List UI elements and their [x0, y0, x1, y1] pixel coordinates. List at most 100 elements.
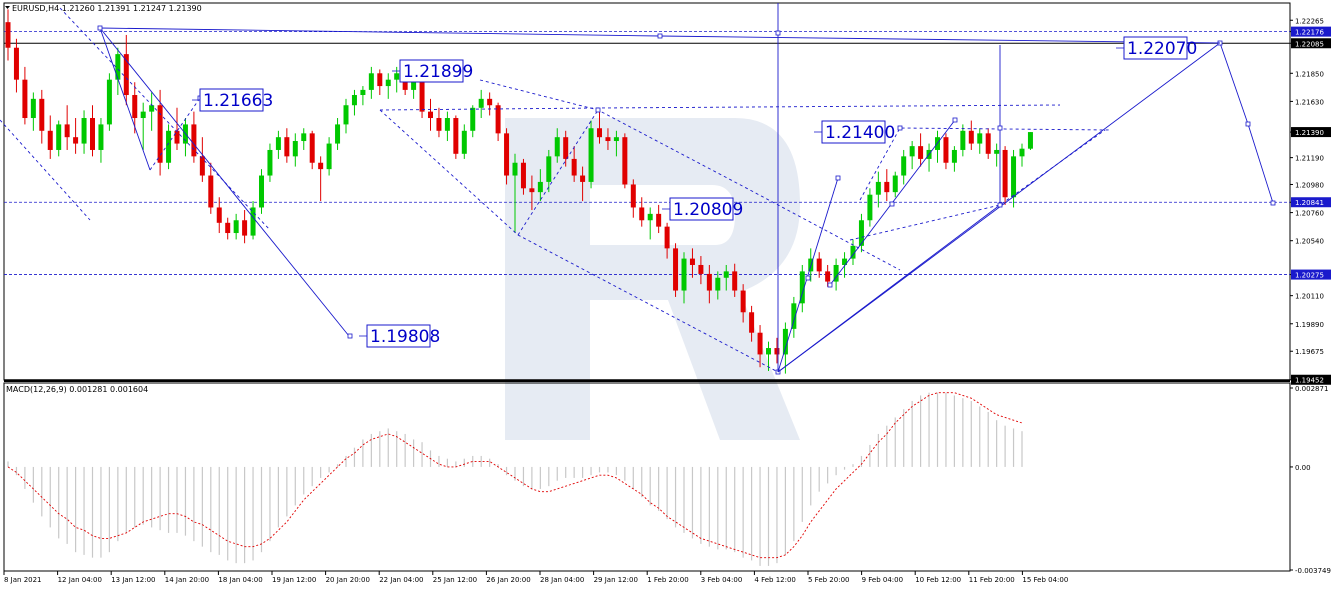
time-tick-label: 3 Feb 04:00: [701, 576, 742, 584]
price-tick-label: 1.20841: [1295, 199, 1324, 207]
candle-body: [537, 181, 543, 193]
impulse-line-1: [777, 177, 839, 373]
price-tick-box: [1291, 269, 1331, 280]
candle-body: [994, 149, 1000, 154]
time-tick-label: 11 Feb 20:00: [969, 576, 1015, 584]
candle-body: [5, 22, 11, 48]
pivot-node: [97, 25, 103, 31]
pivot-node: [827, 282, 833, 288]
candle-body: [799, 271, 805, 304]
candle-body: [723, 271, 729, 278]
candles-layer: [5, 9, 1033, 374]
candle-body: [706, 273, 712, 291]
candle-body: [833, 264, 839, 282]
candle-body: [191, 124, 197, 157]
price-tick-label: 1.20760: [1295, 210, 1324, 218]
candle-body: [884, 181, 890, 193]
candle-body: [664, 226, 670, 249]
target-label-box: [821, 120, 886, 144]
candle-body: [360, 89, 366, 96]
candle-body: [875, 181, 881, 195]
wedge-link: [517, 109, 599, 236]
forecast-node: [1270, 200, 1276, 206]
candle-body: [580, 175, 586, 182]
candle-body: [613, 137, 619, 142]
candle-body: [351, 95, 357, 106]
candle-body: [1027, 132, 1033, 149]
pivot-node: [775, 30, 781, 36]
wedge-upper: [479, 79, 901, 271]
candle-body: [816, 258, 822, 272]
candle-body: [98, 124, 104, 150]
candle-body: [461, 130, 467, 154]
candle-body: [554, 137, 560, 157]
price-tick-label: 1.21190: [1295, 155, 1324, 163]
time-tick-label: 8 Jan 2021: [4, 576, 42, 584]
candle-body: [842, 258, 848, 265]
candle-body: [216, 207, 222, 223]
candle-body: [233, 220, 239, 234]
candle-body: [732, 271, 738, 291]
candle-body: [123, 54, 129, 96]
candle-body: [520, 162, 526, 189]
pivot-node: [835, 175, 841, 181]
candle-body: [774, 348, 780, 355]
price-tick-label: 1.22176: [1295, 29, 1324, 37]
candle-body: [909, 146, 915, 157]
candle-body: [419, 82, 425, 112]
price-tick-box: [1291, 197, 1331, 208]
candle-body: [326, 143, 332, 170]
candle-body: [487, 98, 493, 106]
candle-body: [394, 73, 400, 80]
time-tick-label: 9 Feb 04:00: [862, 576, 903, 584]
candle-body: [39, 98, 45, 131]
time-tick-label: 12 Jan 04:00: [58, 576, 102, 584]
candle-body: [208, 175, 214, 208]
candle-body: [588, 128, 594, 182]
header-dropdown-icon[interactable]: [5, 6, 10, 9]
candle-body: [478, 98, 484, 108]
candle-body: [766, 348, 771, 355]
candle-body: [656, 213, 662, 227]
impulse-line-2: [777, 204, 1001, 373]
levels-layer: [4, 31, 1290, 381]
time-axis: 8 Jan 2021 12 Jan 04:00 13 Jan 12:00 14 Jan…: [3, 571, 1068, 584]
time-tick-label: 18 Jan 04:00: [218, 576, 262, 584]
price-tick-label: 1.20540: [1295, 238, 1324, 246]
time-tick-label: 10 Feb 12:00: [915, 576, 961, 584]
candle-body: [571, 158, 577, 176]
wave-line-b: [149, 97, 201, 171]
candle-body: [47, 130, 53, 150]
wave-line-a: [99, 27, 151, 171]
candle-body: [242, 220, 248, 236]
target-label-box: [199, 88, 264, 112]
time-tick-label: 14 Jan 20:00: [165, 576, 209, 584]
candle-body: [428, 111, 433, 119]
candle-body: [563, 137, 569, 159]
candle-body: [546, 156, 552, 182]
candle-body: [411, 82, 417, 90]
time-tick-label: 4 Feb 12:00: [754, 576, 795, 584]
price-tick-label: 1.19890: [1295, 321, 1324, 329]
candle-body: [757, 332, 763, 355]
candle-body: [106, 79, 112, 125]
candle-body: [284, 137, 290, 157]
candle-body: [343, 105, 349, 125]
candle-body: [199, 156, 205, 176]
time-tick-label: 15 Feb 04:00: [1022, 576, 1068, 584]
candle-body: [495, 105, 501, 134]
pivot-node: [889, 201, 895, 207]
price-tick-label: 1.20275: [1295, 272, 1324, 280]
candle-body: [867, 194, 873, 221]
target-label: 1.21899: [403, 62, 473, 82]
forecast-path-line: [777, 42, 1274, 373]
resistance-line: [859, 127, 1111, 201]
candle-body: [918, 146, 924, 159]
time-tick-label: 26 Jan 20:00: [486, 576, 530, 584]
candle-body: [453, 118, 459, 154]
candle-body: [368, 73, 374, 90]
candle-body: [250, 207, 256, 236]
target-label-box: [669, 197, 734, 221]
candle-body: [622, 137, 628, 185]
